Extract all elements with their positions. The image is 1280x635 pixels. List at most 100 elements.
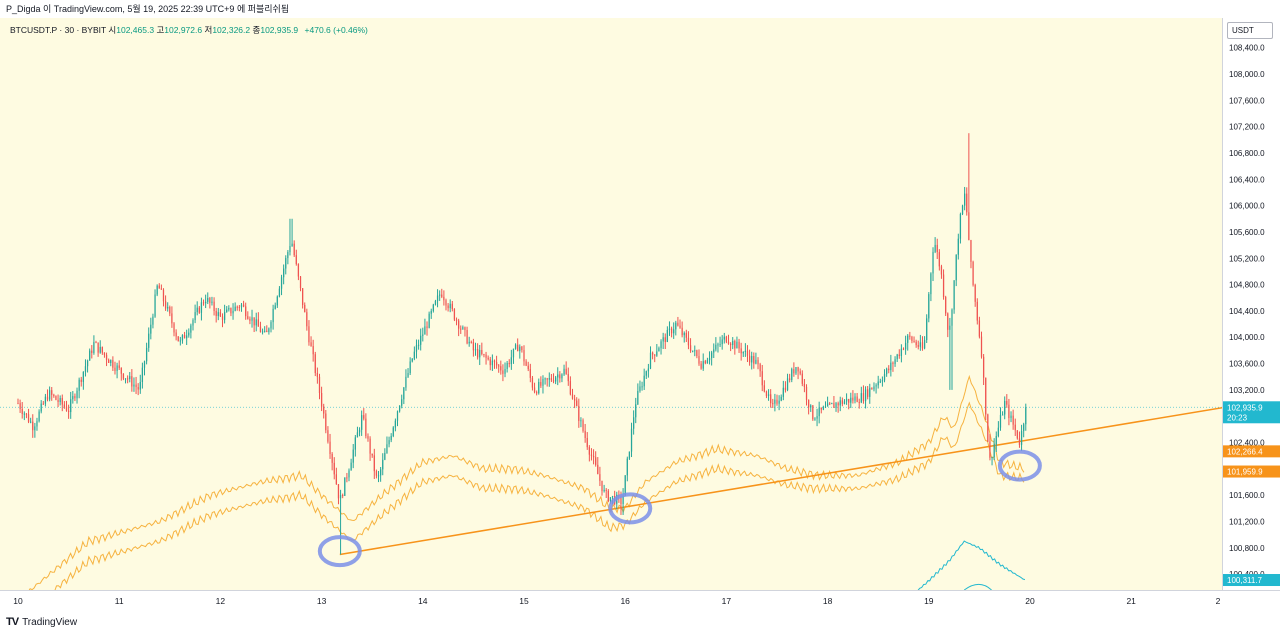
candle xyxy=(213,297,215,316)
candle xyxy=(310,336,312,347)
candle xyxy=(86,359,89,373)
chart-pane[interactable]: BTCUSDT.P · 30 · BYBIT 시102,465.3 고102,9… xyxy=(0,18,1222,590)
candle xyxy=(723,332,725,344)
candle xyxy=(856,393,858,403)
candle-body xyxy=(289,246,291,253)
candle-body xyxy=(571,394,574,399)
candle-body xyxy=(784,387,787,391)
candle-body xyxy=(904,342,907,350)
candle xyxy=(926,314,928,343)
candle-body xyxy=(770,394,772,404)
candle-body xyxy=(485,354,487,358)
candle-body xyxy=(17,403,19,405)
candle-body xyxy=(993,444,995,458)
candle-body xyxy=(70,399,72,413)
candle-body xyxy=(818,407,820,417)
candle xyxy=(542,375,544,394)
candle-body xyxy=(698,356,700,364)
candle xyxy=(776,394,778,406)
candle xyxy=(67,404,70,419)
candle-body xyxy=(767,394,770,396)
candle xyxy=(721,335,723,350)
time-tick-label: 21 xyxy=(1126,596,1136,606)
candle xyxy=(911,335,913,344)
open-value: 102,465.3 xyxy=(116,25,155,35)
candle xyxy=(521,345,523,353)
candle xyxy=(797,366,799,380)
candle xyxy=(384,448,386,461)
candle xyxy=(405,369,407,391)
candle-body xyxy=(1004,400,1006,415)
candle xyxy=(656,344,658,357)
candle-body xyxy=(51,390,53,395)
candle xyxy=(761,364,763,392)
candle-body xyxy=(481,349,483,355)
price-axis[interactable]: USDT 108,400.0 108,000.0 107,600.0 107,200.… xyxy=(1222,18,1280,590)
candle-body xyxy=(84,366,87,372)
candle xyxy=(748,349,751,366)
candle-body xyxy=(105,354,108,360)
candle xyxy=(1001,411,1004,416)
candle-body xyxy=(542,378,544,386)
candle-body xyxy=(711,352,713,359)
candle-body xyxy=(573,398,576,401)
candle-body xyxy=(512,348,515,358)
price-tick-label: 104,400.0 xyxy=(1229,307,1265,316)
candle xyxy=(215,307,217,323)
candle-body xyxy=(192,320,194,326)
candle-body xyxy=(1020,431,1023,445)
upper-band-line xyxy=(28,374,1025,590)
candle-body xyxy=(411,358,413,362)
candle xyxy=(274,302,276,310)
candle xyxy=(93,335,95,355)
candle xyxy=(628,451,631,460)
candle xyxy=(687,331,690,350)
candle xyxy=(1018,431,1021,448)
candle xyxy=(706,357,709,364)
candle xyxy=(428,311,430,329)
price-plot[interactable] xyxy=(0,18,1222,590)
candle xyxy=(468,336,470,347)
currency-unit[interactable]: USDT xyxy=(1227,22,1273,39)
candle xyxy=(352,444,354,469)
candle-body xyxy=(923,340,926,349)
candle-body xyxy=(957,238,959,255)
candle-body xyxy=(845,398,848,402)
candle xyxy=(232,303,234,320)
candle xyxy=(582,418,584,433)
candle-body xyxy=(1012,415,1014,425)
candle-body xyxy=(527,365,529,370)
candle-body xyxy=(472,342,475,351)
candle xyxy=(251,309,253,328)
candle xyxy=(318,373,321,400)
time-axis[interactable]: 10 11 12 13 14 15 16 17 18 19 20 21 2 xyxy=(0,590,1280,610)
candle xyxy=(236,305,238,311)
candle-body xyxy=(468,341,470,344)
candle xyxy=(17,398,19,405)
candle xyxy=(82,371,84,390)
candle-body xyxy=(641,386,643,388)
candle-body xyxy=(495,362,498,366)
candle xyxy=(131,369,133,392)
candle xyxy=(462,325,464,330)
candle-body xyxy=(426,326,428,328)
support-trendline xyxy=(339,406,1222,556)
candle-body xyxy=(991,457,993,459)
candle-body xyxy=(989,441,991,458)
candle xyxy=(841,397,843,407)
candle-body xyxy=(434,300,437,305)
low-label: 저 xyxy=(204,25,213,35)
candle xyxy=(148,327,150,352)
candle xyxy=(886,367,888,377)
candle xyxy=(1016,430,1018,440)
price-tag-bg xyxy=(1223,574,1280,587)
candle xyxy=(989,433,991,461)
candle xyxy=(141,362,144,389)
candle xyxy=(512,348,515,364)
candle-body xyxy=(443,296,445,301)
candle-body xyxy=(590,454,593,456)
candle-body xyxy=(660,341,662,349)
candle-body xyxy=(162,289,165,302)
candle-body xyxy=(611,496,614,498)
candle-body xyxy=(230,307,232,314)
